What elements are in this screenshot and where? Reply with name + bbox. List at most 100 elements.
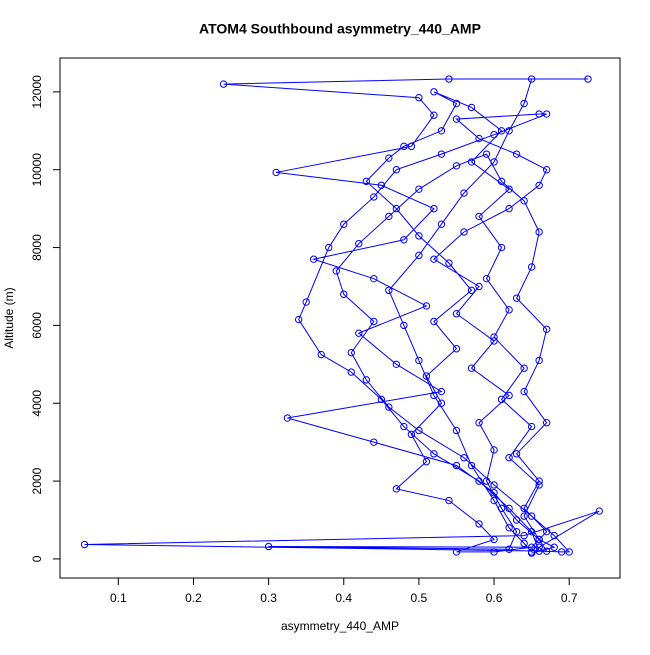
data-point [377,181,386,189]
data-point [370,193,378,201]
data-point [445,75,453,83]
data-point [422,302,431,310]
data-point [467,286,476,295]
data-point [430,317,438,326]
data-point [520,99,528,108]
data-point [535,481,543,489]
data-point [264,542,273,551]
data-point [415,232,423,240]
data-point [422,457,431,466]
x-tick-label: 0.6 [486,591,503,605]
data-point [584,75,592,83]
data-point [512,516,521,524]
data-point [505,185,513,193]
data-point [370,438,378,446]
data-point [505,545,513,553]
data-point [542,419,551,427]
data-point [460,454,468,462]
data-point [430,391,438,400]
data-point [482,477,491,485]
data-point [437,150,446,158]
data-point [400,236,408,244]
data-point [452,162,461,170]
data-point [415,94,423,102]
data-point [512,527,521,536]
data-point [302,298,310,306]
data-point [309,255,318,263]
data-point [497,395,506,404]
data-point [505,127,513,135]
data-point [452,461,461,470]
data-point [497,243,506,252]
data-point [272,168,280,177]
data-point [475,212,483,221]
x-tick-label: 0.1 [110,591,127,605]
data-point [490,481,498,489]
data-point [385,403,393,411]
data-point [542,547,551,555]
data-point [490,333,498,341]
data-point [430,450,438,458]
data-point [490,535,498,544]
data-point [490,337,498,345]
data-point [340,290,348,298]
y-tick-label: 12000 [30,75,44,109]
data-point [490,496,498,505]
data-point [467,103,476,112]
data-point [535,228,543,236]
data-point [542,527,551,536]
data-point [452,310,461,318]
data-point [505,391,513,400]
data-point [497,504,506,513]
data-point [520,512,528,520]
data-point [452,99,461,108]
data-point [482,274,491,283]
data-point [527,549,536,557]
data-point [475,477,483,485]
data-point [460,228,468,236]
data-point [430,255,438,263]
data-point [377,395,386,404]
data-point [392,204,401,213]
data-point [475,520,483,528]
data-point [467,158,476,166]
data-point [294,315,303,324]
x-tick-label: 0.4 [335,591,352,605]
data-point [505,204,513,213]
y-tick-label: 0 [30,555,44,562]
data-point [415,251,423,260]
data-point [385,154,393,162]
data-point [527,543,536,551]
data-point [452,426,461,435]
data-point [595,507,603,515]
data-point [340,220,348,228]
data-point [475,282,483,291]
data-point [400,321,408,330]
y-tick-label: 10000 [30,153,44,187]
data-point [520,504,528,513]
data-point [437,387,446,396]
data-point [520,387,528,396]
x-tick-label: 0.5 [411,591,428,605]
data-point [355,239,363,248]
data-point [80,540,89,549]
data-point [490,489,498,497]
x-tick-label: 0.7 [561,591,578,605]
data-point [332,267,340,275]
data-point [535,110,543,118]
data-point [520,531,528,540]
data-point [512,294,521,302]
y-tick-label: 2000 [30,467,44,494]
data-point [460,189,468,197]
x-axis-label: asymmetry_440_AMP [281,619,399,633]
data-point [452,115,461,123]
data-point [467,461,476,470]
data-point [385,286,393,295]
x-tick-label: 0.2 [185,591,202,605]
data-point [490,446,498,454]
data-point [527,512,536,520]
data-point [370,317,378,326]
data-point [512,150,521,158]
